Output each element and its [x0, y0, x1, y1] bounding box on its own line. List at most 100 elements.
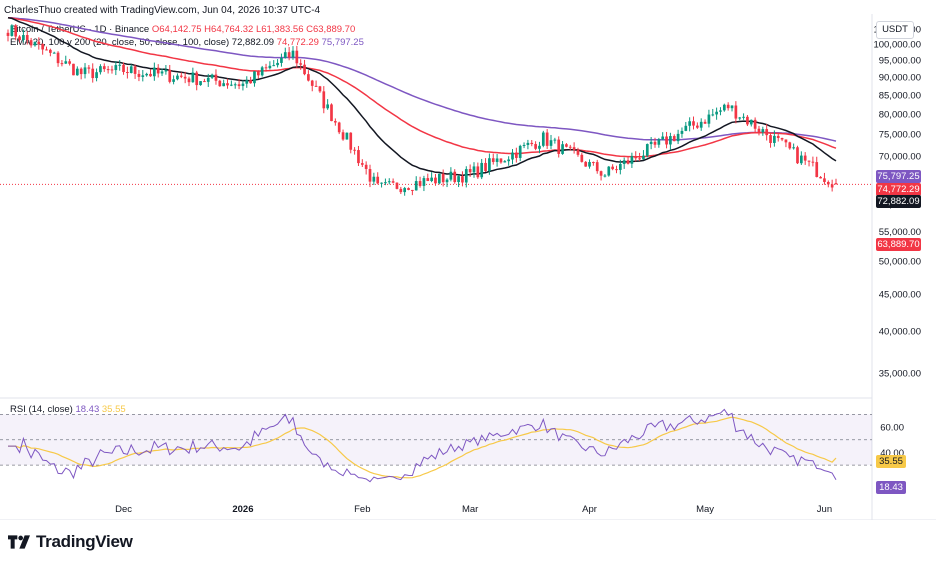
symbol-title[interactable]: Bitcoin / TetherUS · 1D · Binance [10, 24, 150, 35]
candle [588, 159, 591, 169]
candle [241, 80, 245, 91]
candle [264, 63, 268, 72]
candle [534, 141, 537, 151]
rsi-legend[interactable]: RSI (14, close) 18.43 35.55 [10, 404, 126, 415]
candle-body [526, 142, 530, 145]
candle-body [622, 160, 626, 164]
candle-body [780, 137, 784, 140]
candle-body [599, 171, 603, 176]
candle-body [534, 144, 537, 149]
candle [164, 64, 168, 75]
candle [434, 174, 437, 186]
candle [618, 159, 622, 175]
candle [249, 76, 252, 84]
candle [318, 85, 322, 93]
ema50-line [7, 16, 837, 158]
candle [530, 140, 534, 147]
candle-body [384, 182, 387, 184]
candle [68, 58, 71, 66]
candle [699, 118, 703, 131]
rsi-title[interactable]: RSI (14, close) [10, 404, 73, 415]
candle [360, 159, 364, 167]
candle [191, 67, 195, 83]
candle [538, 141, 541, 154]
candle [91, 63, 95, 83]
candle-body [746, 116, 749, 125]
candle-body [726, 104, 730, 109]
candle [283, 47, 287, 59]
candle-body [391, 181, 395, 183]
candle [87, 64, 91, 74]
candle [461, 171, 464, 187]
symbol-legend[interactable]: Bitcoin / TetherUS · 1D · Binance O64,14… [10, 24, 355, 35]
candle-body [87, 67, 91, 69]
candle [14, 24, 18, 41]
ema-title[interactable]: EMA 20, 100 y 200 (20, close, 50, close,… [10, 37, 230, 48]
candle [357, 145, 360, 166]
candle-body [765, 129, 769, 136]
candle [503, 160, 507, 163]
candle-body [72, 63, 75, 76]
candle-body [796, 147, 799, 164]
candle-body [742, 116, 745, 118]
candle [730, 105, 734, 112]
candle-body [788, 142, 792, 149]
candle [776, 133, 780, 142]
candle [291, 46, 295, 60]
candle [195, 70, 199, 91]
candle [160, 68, 164, 76]
candle [179, 72, 183, 79]
candle-body [511, 152, 514, 160]
candle [665, 131, 668, 149]
candle [568, 144, 572, 151]
candle-body [626, 160, 630, 164]
candle-body [295, 50, 299, 64]
candle-body [110, 69, 114, 71]
price-tag: 63,889.70 [876, 238, 921, 251]
candle-body [334, 121, 337, 123]
candle [696, 122, 699, 129]
candle-body [453, 171, 457, 183]
candle [407, 187, 410, 191]
candle-body [83, 67, 87, 75]
time-axis-label: 2026 [232, 504, 253, 515]
ema50-value: 74,772.29 [276, 37, 319, 48]
candle-body [495, 158, 499, 162]
candle-body [584, 161, 588, 167]
candle-body [472, 166, 476, 173]
candle [237, 78, 241, 90]
candle [203, 78, 206, 83]
rsi-tag: 35.55 [876, 455, 906, 468]
candle-body [799, 155, 803, 164]
ema20-line [7, 16, 837, 177]
candle-body [434, 177, 437, 184]
candle [545, 129, 549, 149]
candle-body [249, 80, 252, 84]
candle-body [399, 188, 403, 193]
candle-body [133, 66, 137, 74]
tradingview-logo[interactable]: TradingView [8, 532, 133, 552]
candle [310, 79, 314, 92]
candle [341, 129, 345, 141]
candle-body [29, 40, 33, 46]
candle-body [418, 181, 422, 186]
candle-body [345, 132, 349, 140]
ema-legend[interactable]: EMA 20, 100 y 200 (20, close, 50, close,… [10, 37, 364, 48]
price-tag: 72,882.09 [876, 195, 921, 208]
candle [626, 156, 630, 165]
candle [414, 176, 418, 191]
candle [307, 70, 310, 82]
candle [653, 137, 657, 148]
currency-selector[interactable]: USDT [876, 21, 914, 39]
candle [622, 157, 626, 169]
candle [499, 158, 503, 164]
price-chart[interactable]: 105,000.00100,000.0095,000.0090,000.0085… [0, 0, 936, 520]
candle [326, 99, 329, 110]
candle-body [615, 169, 618, 171]
candle-body [603, 175, 607, 177]
candle-body [823, 178, 826, 182]
candle [449, 167, 453, 182]
ema100-value: 75,797.25 [321, 37, 364, 48]
candle [256, 70, 260, 79]
candle [403, 186, 407, 196]
